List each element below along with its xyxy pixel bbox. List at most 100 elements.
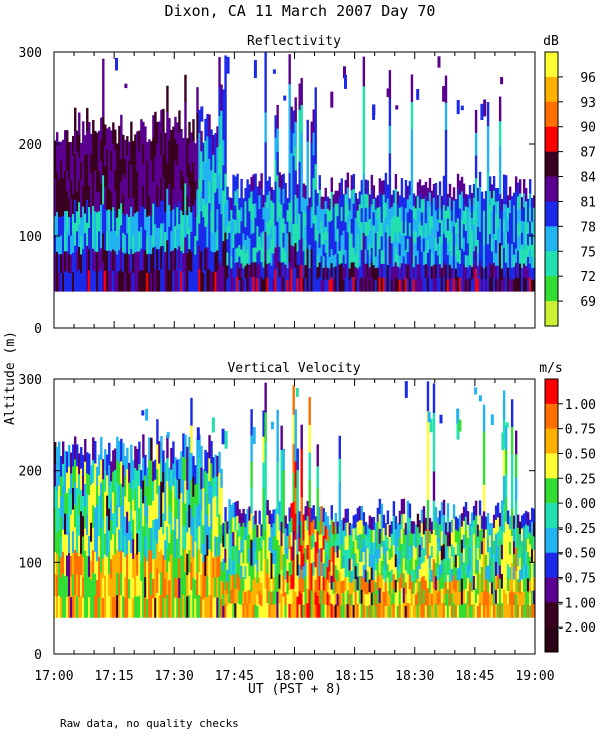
heatmap-cell <box>398 255 402 268</box>
heatmap-cell <box>486 243 490 268</box>
heatmap-cell <box>288 172 291 203</box>
colorbar-tick-label: 0.50 <box>565 447 596 462</box>
heatmap-cell <box>94 190 97 212</box>
heatmap-cell <box>212 477 215 498</box>
heatmap-cell <box>492 176 496 191</box>
heatmap-cell <box>220 187 223 215</box>
heatmap-cell <box>228 573 231 589</box>
heatmap-cell <box>440 195 444 209</box>
heatmap-cell <box>350 558 354 572</box>
heatmap-cell <box>452 574 456 590</box>
heatmap-cell <box>180 149 183 170</box>
heatmap-cell <box>142 457 145 481</box>
heatmap-cell <box>258 208 261 223</box>
heatmap-cell <box>352 247 356 263</box>
heatmap-cell <box>168 561 171 581</box>
heatmap-cell <box>56 251 59 272</box>
heatmap-cell <box>222 570 225 583</box>
heatmap-cell <box>94 251 97 272</box>
heatmap-cell <box>150 216 153 236</box>
heatmap-cell <box>258 249 261 265</box>
heatmap-cell <box>282 247 285 263</box>
heatmap-cell <box>214 152 217 173</box>
heatmap-cell <box>250 248 253 264</box>
heatmap-cell <box>252 189 255 204</box>
heatmap-cell <box>260 605 263 618</box>
heatmap-cell <box>78 555 81 577</box>
heatmap-cell <box>354 514 358 528</box>
heatmap-cell <box>206 472 209 494</box>
heatmap-cell <box>102 459 105 480</box>
heatmap-cell <box>454 529 458 543</box>
heatmap-cell <box>528 568 532 582</box>
heatmap-cell <box>380 560 384 576</box>
heatmap-cell <box>380 263 384 278</box>
heatmap-cell <box>280 174 283 190</box>
heatmap-cell <box>302 210 305 225</box>
heatmap-cell <box>322 549 325 564</box>
heatmap-cell <box>160 572 163 596</box>
heatmap-cell <box>520 566 524 580</box>
heatmap-cell <box>342 242 345 256</box>
heatmap-cell <box>496 502 500 518</box>
heatmap-cell <box>314 138 317 165</box>
heatmap-cell <box>252 566 255 580</box>
heatmap-cell <box>268 176 271 192</box>
heatmap-cell <box>54 485 57 509</box>
heatmap-cell <box>110 539 113 560</box>
heatmap-cell <box>132 140 135 161</box>
heatmap-cell <box>184 457 187 481</box>
heatmap-cell <box>324 604 327 618</box>
heatmap-cell <box>360 277 364 292</box>
heatmap-cell <box>448 250 452 265</box>
heatmap-cell <box>500 233 504 246</box>
heatmap-cell <box>512 205 516 218</box>
heatmap-cell <box>350 593 354 607</box>
y-tick-label: 100 <box>19 230 42 245</box>
heatmap-cell <box>452 213 456 227</box>
heatmap-cell <box>506 219 510 232</box>
heatmap-cell <box>474 268 478 292</box>
heatmap-cell <box>430 190 434 204</box>
heatmap-cell <box>352 232 356 248</box>
heatmap-cell <box>350 523 354 536</box>
heatmap-cell <box>150 572 153 596</box>
heatmap-cell <box>56 132 59 153</box>
heatmap-cell <box>286 267 289 280</box>
heatmap-cell <box>406 529 410 545</box>
heatmap-cell <box>268 233 271 249</box>
heatmap-cell <box>346 603 350 618</box>
heatmap-cell <box>342 530 345 544</box>
heatmap-cell <box>384 593 388 606</box>
heatmap-cell <box>340 178 343 193</box>
heatmap-cell <box>58 253 61 273</box>
heatmap-cell <box>398 207 402 220</box>
heatmap-cell <box>112 554 115 576</box>
heatmap-cell <box>439 414 443 424</box>
heatmap-cell <box>126 194 129 215</box>
heatmap-cell <box>474 602 478 618</box>
heatmap-cell <box>54 529 57 552</box>
heatmap-cell <box>350 605 354 618</box>
heatmap-cell <box>274 181 277 204</box>
heatmap-cell <box>234 574 237 589</box>
heatmap-cell <box>98 150 101 172</box>
heatmap-cell <box>430 215 434 229</box>
heatmap-cell <box>398 524 402 538</box>
heatmap-cell <box>516 527 520 541</box>
heatmap-cell <box>94 595 97 618</box>
heatmap-cell <box>496 531 500 547</box>
heatmap-cell <box>58 272 61 292</box>
heatmap-cell <box>372 104 376 120</box>
heatmap-cell <box>112 206 115 229</box>
heatmap-cell <box>300 545 303 570</box>
heatmap-cell <box>346 535 350 550</box>
heatmap-cell <box>194 161 197 181</box>
heatmap-cell <box>348 522 352 536</box>
heatmap-cell <box>220 561 223 581</box>
heatmap-cell <box>72 213 75 234</box>
heatmap-cell <box>174 138 177 161</box>
heatmap-cell <box>508 238 512 253</box>
heatmap-cell <box>174 537 177 558</box>
heatmap-cell <box>188 549 191 573</box>
